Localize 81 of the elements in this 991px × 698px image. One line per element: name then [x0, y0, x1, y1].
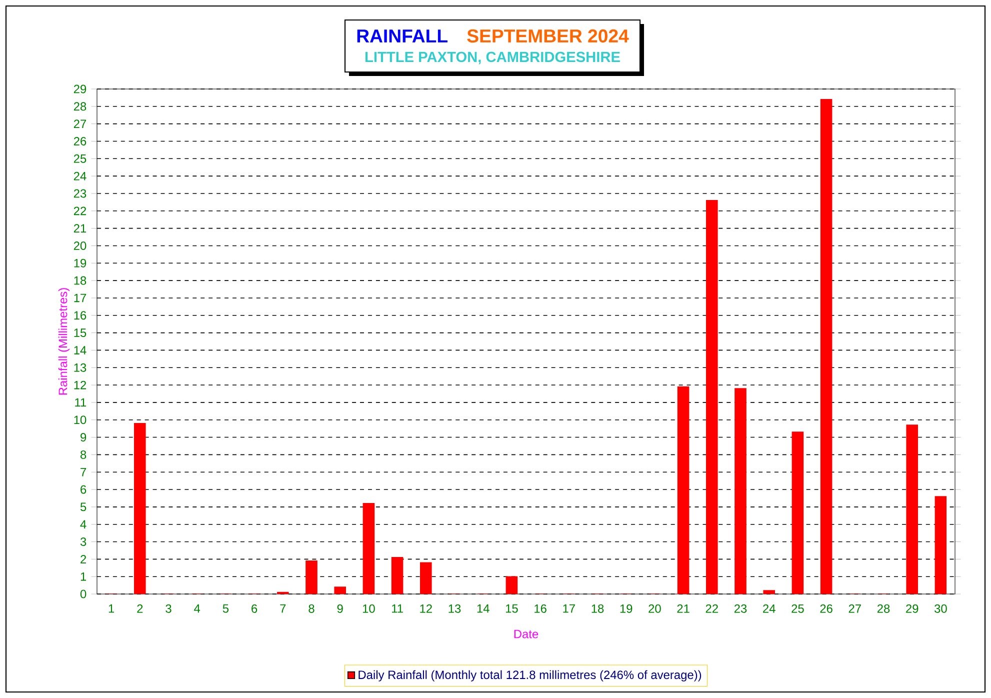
y-tick-label: 16: [74, 311, 86, 320]
x-tick-label: 5: [222, 604, 229, 613]
x-tick-label: 25: [792, 604, 804, 613]
x-tick-label: 24: [763, 604, 776, 613]
x-tick-label: 6: [252, 604, 258, 613]
x-tick-label: 1: [108, 604, 114, 613]
y-tick-label: 6: [80, 485, 86, 494]
x-tick-label: 21: [677, 604, 690, 613]
y-tick-label: 23: [74, 189, 86, 198]
y-tick-label: 27: [74, 120, 86, 128]
x-tick-label: 2: [137, 604, 143, 613]
y-tick-label: 24: [74, 172, 86, 180]
bar: [506, 576, 518, 594]
y-tick-label: 21: [74, 224, 86, 232]
bar: [306, 560, 318, 594]
x-tick-label: 20: [648, 604, 661, 613]
x-tick-label: 19: [620, 604, 632, 613]
x-tick-label: 4: [194, 604, 200, 613]
x-tick-label: 28: [877, 604, 890, 613]
y-tick-label: 18: [74, 276, 86, 285]
x-tick-label: 9: [337, 604, 343, 613]
x-tick-label: 11: [392, 604, 403, 613]
y-tick-label: 19: [74, 258, 86, 268]
y-tick-label: 11: [75, 398, 86, 407]
y-tick-label: 10: [74, 416, 86, 424]
y-tick-label: 9: [80, 433, 86, 442]
y-tick-label: 28: [74, 102, 86, 111]
x-tick-label: 8: [308, 604, 314, 613]
x-axis-title: Date: [514, 630, 538, 638]
bar: [906, 424, 918, 594]
text: SEPTEMBER 2024: [467, 29, 629, 43]
y-tick-label: 17: [74, 294, 86, 302]
y-tick-label: 13: [74, 363, 86, 372]
legend-label: Daily Rainfall (Monthly total 121.8 millimetres (246% of average)): [358, 670, 702, 682]
x-tick-label: 10: [362, 604, 375, 613]
x-tick-label: 27: [848, 604, 861, 613]
y-tick-label: 22: [74, 206, 86, 216]
y-tick-label: 4: [80, 520, 86, 528]
x-tick-label: 29: [906, 604, 918, 613]
bar: [934, 496, 947, 594]
x-tick-label: 23: [734, 604, 747, 613]
x-tick-label: 17: [563, 604, 575, 613]
y-tick-label: 2: [80, 554, 86, 564]
x-tick-label: 22: [706, 604, 718, 613]
x-tick-label: 15: [506, 604, 518, 613]
x-tick-label: 14: [477, 604, 490, 613]
bar: [677, 386, 690, 594]
bar: [420, 562, 432, 594]
y-tick-label: 26: [74, 137, 86, 146]
chart-title: RAINFALL: [357, 30, 448, 42]
y-tick-label: 14: [74, 346, 86, 354]
bar: [334, 586, 346, 594]
y-axis-title: Rainfall (Millimetres): [58, 288, 70, 395]
y-tick-label: 5: [80, 502, 86, 512]
x-tick-label: 18: [592, 604, 604, 613]
x-tick-label: 7: [280, 604, 286, 613]
x-tick-label: 30: [934, 604, 947, 613]
y-tick-label: 1: [80, 572, 86, 581]
bar: [734, 388, 746, 594]
bar: [792, 432, 804, 594]
y-tick-label: 29: [74, 84, 86, 94]
y-tick-label: 0: [80, 590, 86, 598]
bar: [820, 99, 832, 594]
y-tick-label: 15: [74, 328, 86, 337]
x-tick-label: 13: [448, 604, 461, 613]
x-tick-label: 16: [534, 604, 546, 613]
y-tick-label: 8: [80, 450, 86, 459]
x-tick-label: 26: [820, 604, 832, 613]
x-tick-label: 12: [420, 604, 432, 613]
y-tick-label: 20: [74, 241, 86, 250]
bar: [706, 200, 718, 594]
y-tick-label: 25: [74, 154, 86, 163]
bar: [134, 422, 146, 594]
y-tick-label: 3: [80, 538, 86, 546]
y-tick-label: 7: [80, 468, 86, 476]
bar: [391, 557, 404, 594]
y-tick-label: 12: [74, 380, 86, 390]
chart-subtitle: LITTLE PAXTON, CAMBRIDGESHIRE: [366, 52, 620, 64]
bar: [763, 590, 776, 594]
x-tick-label: 3: [166, 604, 172, 613]
bar: [362, 503, 375, 594]
